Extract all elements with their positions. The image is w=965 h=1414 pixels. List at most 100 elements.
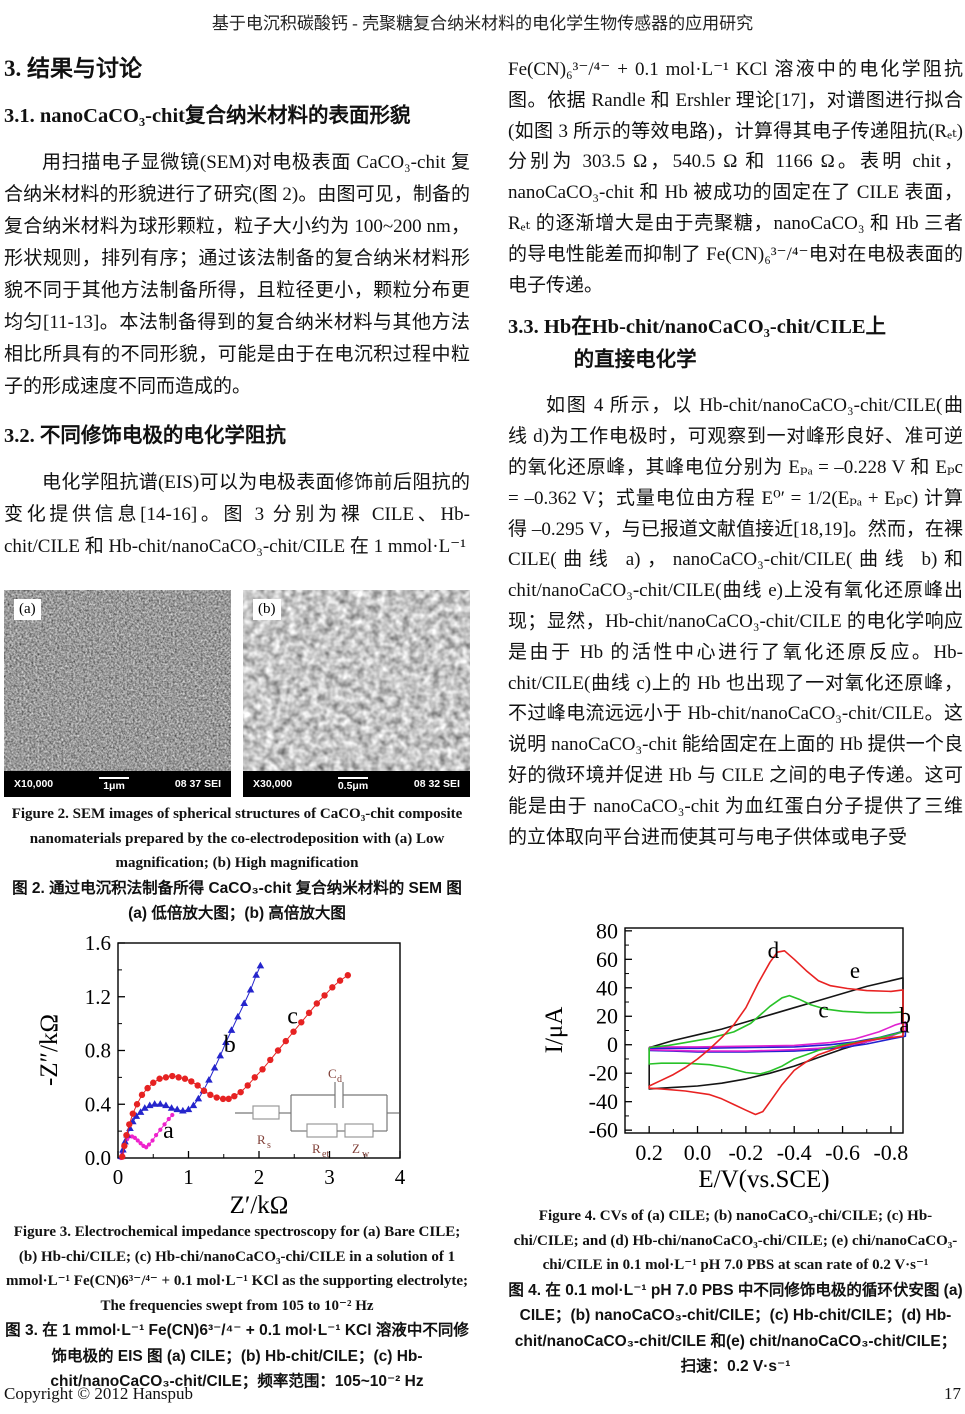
marker-circle [156,1075,163,1082]
plot-frame [117,942,401,1159]
figure3-plot-area: 0 1 2 3 4 0.0 0.4 0.8 1.2 1.6 Z′/kΩ -Z″/kΩ a b c [36,932,406,1218]
marker-circle [231,1092,238,1100]
figure2-caption: Figure 2. SEM images of spherical struct… [4,802,470,927]
marker-circle [298,1019,305,1026]
marker-circle [144,1084,151,1092]
sem-image-b: (b) X30,000 0.5μm 08 32 SEI [243,590,470,797]
paragraph-3-1: 用扫描电子显微镜(SEM)对电极表面 CaCO₃-chit 复合纳米材料的形貌进… [4,152,470,397]
marker-circle [219,1095,227,1103]
figure3-eis-chart: 0 1 2 3 4 0.0 0.4 0.8 1.2 1.6 Z′/kΩ -Z″/kΩ a b c C d R… [35,932,465,1218]
sem-image-a: (a) X10,000 1μm 08 37 SEI [4,590,231,797]
marker-circle [321,992,328,999]
figure4-caption-zh: 图 4. 在 0.1 mol·L⁻¹ pH 7.0 PBS 中不同修饰电极的循环… [508,1281,963,1376]
marker-triangle [162,1101,170,1109]
marker-dot [158,1127,163,1132]
x-tick-label: 4 [395,1165,406,1189]
x-tick-label: 1 [183,1165,194,1189]
marker-triangle [234,1012,242,1020]
marker-triangle [179,1106,187,1114]
marker-circle [282,1037,289,1045]
marker-triangle [256,961,265,969]
curve-label-e: e [850,958,860,983]
marker-circle [213,1094,220,1101]
x-tick-label: -0.4 [777,1140,812,1165]
marker-circle [329,984,336,991]
x-tick-label: 0.0 [684,1140,712,1165]
label-zw-sub: w [362,1149,370,1160]
marker-circle [274,1047,282,1054]
y-tick-label: 20 [596,1004,618,1029]
figure3-caption: Figure 3. Electrochemical impedance spec… [4,1220,470,1395]
marker-triangle [167,1104,176,1111]
marker-circle [119,1153,126,1160]
marker-circle [225,1095,232,1103]
curve-label-c: c [818,998,828,1023]
figure3-caption-en: Figure 3. Electrochemical impedance spec… [5,1224,469,1314]
curve-label-a: a [899,1013,909,1038]
marker-triangle [205,1075,213,1083]
marker-circle [138,1091,146,1099]
label-zw: Z [352,1141,360,1156]
series-b [121,965,261,1157]
label-rs: R [257,1132,266,1147]
marker-dot [138,1141,143,1146]
x-tick-label: 0.2 [635,1140,663,1165]
marker-circle [251,1074,258,1081]
paragraph-3-2-continued: Fe(CN)₆³⁻/⁴⁻ + 0.1 mol·L⁻¹ KCl 溶液中的电化学阻抗… [508,59,963,296]
marker-triangle [184,1105,193,1113]
sem-info-bar-a: X10,000 1μm 08 37 SEI [4,771,231,797]
marker-circle [344,972,352,979]
y-tick-label: 0.0 [85,1146,111,1170]
panel-label-a: (a) [14,599,41,620]
marker-triangle [194,1094,203,1102]
sem-micrograph-b [243,590,470,771]
marker-circle [313,1000,321,1007]
y-tick-label: -60 [589,1118,618,1143]
label-cd: C [328,1066,337,1081]
marker-triangle [222,1038,230,1045]
marker-circle [336,977,344,984]
sem-code-a: 08 37 SEI [174,778,221,790]
x-tick-label: 2 [254,1165,265,1189]
sem-info-bar-b: X30,000 0.5μm 08 32 SEI [243,771,470,797]
x-axis-label: Z′/kΩ [230,1192,289,1218]
marker-triangle [227,1026,236,1033]
label-ret-sub: et [322,1149,329,1160]
marker-dot [135,1138,140,1143]
sem-micrograph-a [4,590,231,771]
y-tick-label: -40 [589,1089,618,1114]
marker-triangle [210,1063,219,1071]
left-column: 3. 结果与讨论 3.1. nanoCaCO₃-chit复合纳米材料的表面形貌 … [4,55,470,563]
x-tick-label: -0.8 [873,1140,908,1165]
figure4-caption-en: Figure 4. CVs of (a) CILE; (b) nanoCaCO₃… [513,1208,958,1273]
marker-circle [259,1066,266,1073]
sem-magnification-a: X10,000 [14,778,54,790]
marker-dot [146,1142,152,1147]
marker-triangle [216,1051,225,1059]
resistor-zw-icon [344,1123,374,1138]
label-cd-sub: d [337,1074,342,1085]
marker-triangle [173,1105,182,1113]
sem-noise-texture-b [243,590,470,771]
marker-dot [150,1138,155,1143]
marker-dot [132,1135,138,1140]
resistor-rs-icon [252,1105,280,1120]
marker-triangle [240,999,248,1006]
marker-circle [194,1082,201,1089]
y-tick-label: 0 [607,1032,618,1057]
label-rs-sub: s [267,1140,271,1151]
figure4-cv-chart: 0.2 0.0 -0.2 -0.4 -0.6 -0.8 80 60 40 20 0 -20 -40 -60… [538,918,956,1200]
marker-triangle [119,1145,127,1153]
marker-circle [175,1074,182,1081]
marker-dot [166,1116,171,1122]
marker-dot [162,1122,167,1127]
y-tick-label: 40 [596,975,618,1000]
marker-triangle [140,1104,149,1111]
marker-circle [133,1101,141,1108]
marker-circle [305,1009,313,1017]
marker-circle [126,1121,133,1128]
section-33-heading-line2: 的直接电化学 [573,349,697,372]
section-32-heading: 3.2. 不同修饰电极的电化学阻抗 [4,425,286,447]
marker-circle [200,1087,208,1095]
